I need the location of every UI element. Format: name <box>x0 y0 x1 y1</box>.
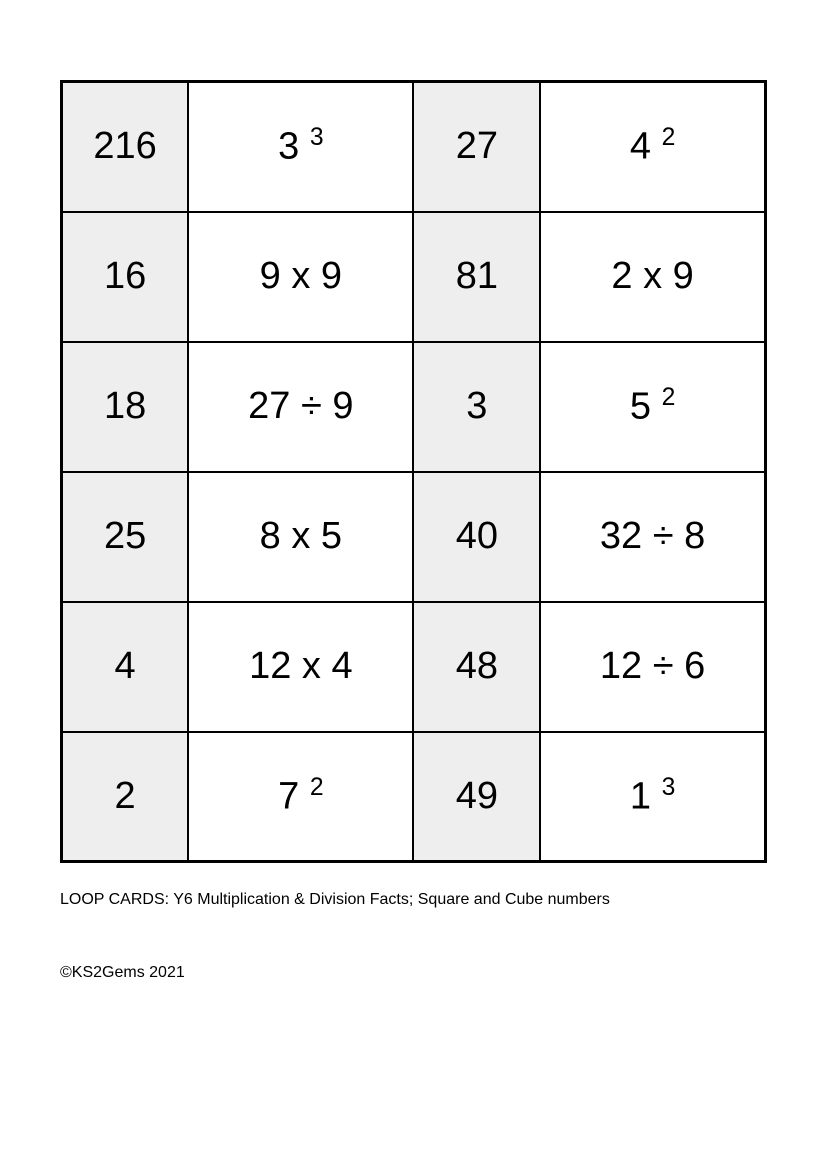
loop-cards-table: 216 3 3 27 4 2 16 9 x 9 81 2 x 9 18 27 ÷… <box>60 80 767 863</box>
answer-cell: 40 <box>413 472 540 602</box>
answer-cell: 216 <box>62 82 189 212</box>
table-row: 2 7 2 49 1 3 <box>62 732 766 862</box>
question-cell: 2 x 9 <box>540 212 765 342</box>
question-cell: 3 3 <box>188 82 413 212</box>
question-cell: 7 2 <box>188 732 413 862</box>
question-cell: 27 ÷ 9 <box>188 342 413 472</box>
answer-cell: 16 <box>62 212 189 342</box>
question-cell: 9 x 9 <box>188 212 413 342</box>
answer-cell: 48 <box>413 602 540 732</box>
table-row: 18 27 ÷ 9 3 5 2 <box>62 342 766 472</box>
question-cell: 8 x 5 <box>188 472 413 602</box>
question-cell: 4 2 <box>540 82 765 212</box>
question-cell: 12 x 4 <box>188 602 413 732</box>
worksheet-caption: LOOP CARDS: Y6 Multiplication & Division… <box>60 891 767 909</box>
answer-cell: 18 <box>62 342 189 472</box>
answer-cell: 49 <box>413 732 540 862</box>
table-row: 216 3 3 27 4 2 <box>62 82 766 212</box>
answer-cell: 81 <box>413 212 540 342</box>
answer-cell: 27 <box>413 82 540 212</box>
question-cell: 32 ÷ 8 <box>540 472 765 602</box>
loop-cards-tbody: 216 3 3 27 4 2 16 9 x 9 81 2 x 9 18 27 ÷… <box>62 82 766 862</box>
table-row: 25 8 x 5 40 32 ÷ 8 <box>62 472 766 602</box>
answer-cell: 2 <box>62 732 189 862</box>
question-cell: 1 3 <box>540 732 765 862</box>
question-cell: 12 ÷ 6 <box>540 602 765 732</box>
answer-cell: 25 <box>62 472 189 602</box>
answer-cell: 3 <box>413 342 540 472</box>
table-row: 16 9 x 9 81 2 x 9 <box>62 212 766 342</box>
question-cell: 5 2 <box>540 342 765 472</box>
table-row: 4 12 x 4 48 12 ÷ 6 <box>62 602 766 732</box>
copyright-notice: ©KS2Gems 2021 <box>60 964 767 982</box>
answer-cell: 4 <box>62 602 189 732</box>
